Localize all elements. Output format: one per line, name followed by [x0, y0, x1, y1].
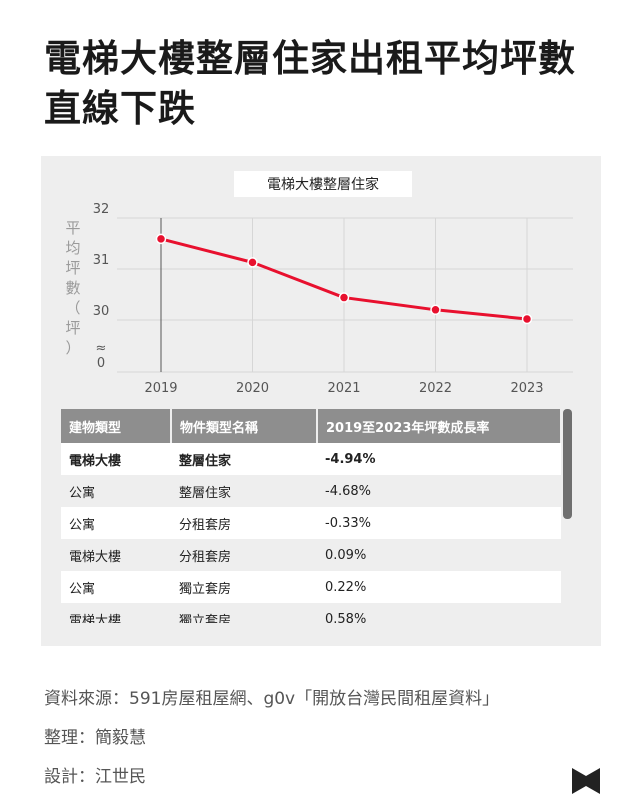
table-header-cell: 建物類型 — [61, 409, 172, 443]
table-cell: 整層住家 — [171, 475, 317, 507]
editor-credit: 整理：簡毅慧 — [44, 728, 146, 748]
chart-card: 電梯大樓整層住家 平均坪數（坪） ≈ 32 31 30 0 2019 2020 2021 20… — [41, 156, 601, 646]
table-cell: 電梯大樓 — [61, 443, 171, 475]
table-cell: 公寓 — [61, 507, 171, 539]
table-cell: 分租套房 — [171, 507, 317, 539]
table-cell: 獨立套房 — [171, 571, 317, 603]
table-header-row: 建物類型 物件類型名稱 2019至2023年坪數成長率 — [61, 409, 561, 443]
y-tick-label: 32 — [93, 202, 110, 217]
table-cell: 電梯大樓 — [61, 539, 171, 571]
x-tick-label: 2020 — [236, 381, 269, 396]
table-cell: 公寓 — [61, 475, 171, 507]
table-cell: 電梯大樓 — [61, 603, 171, 623]
axis-break-symbol: ≈ — [96, 341, 107, 356]
y-tick-label: 0 — [97, 356, 105, 371]
table-header-cell: 2019至2023年坪數成長率 — [317, 409, 561, 443]
credits: 資料來源：591房屋租屋網、g0v「開放台灣民間租屋資料」 整理：簡毅慧 設計：… — [44, 682, 499, 799]
table-cell: 0.09% — [317, 539, 561, 571]
table-row: 公寓 獨立套房 0.22% — [61, 571, 561, 603]
data-point — [521, 313, 533, 325]
table-row: 公寓 分租套房 -0.33% — [61, 507, 561, 539]
headline: 電梯大樓整層住家出租平均坪數直線下跌 — [44, 37, 576, 130]
table-cell: -0.33% — [317, 507, 561, 539]
x-tick-label: 2019 — [144, 381, 177, 396]
table-row: 電梯大樓 整層住家 -4.94% — [61, 443, 561, 475]
table-scrollbar-thumb[interactable] — [563, 409, 572, 519]
data-point — [430, 304, 441, 316]
table-cell: 0.58% — [317, 603, 561, 623]
y-tick-label: 31 — [93, 253, 110, 268]
x-tick-label: 2021 — [327, 381, 360, 396]
chart-title: 電梯大樓整層住家 — [267, 176, 379, 193]
table-row: 電梯大樓 獨立套房 0.58% — [61, 603, 561, 623]
data-point — [155, 233, 167, 245]
table-row: 電梯大樓 分租套房 0.09% — [61, 539, 561, 571]
y-tick-label: 30 — [93, 304, 110, 319]
table-cell: 整層住家 — [171, 443, 317, 475]
design-credit: 設計：江世民 — [44, 767, 146, 787]
y-axis-label: 平均坪數（坪） — [65, 219, 80, 357]
x-tick-label: 2022 — [419, 381, 452, 396]
line-chart: 電梯大樓整層住家 平均坪數（坪） ≈ 32 31 30 0 2019 2020 2021 20… — [65, 171, 573, 396]
publisher-logo-icon — [572, 768, 600, 794]
data-point — [247, 257, 258, 268]
growth-table-container[interactable]: 建物類型 物件類型名稱 2019至2023年坪數成長率 電梯大樓 整層住家 -4.94%… — [61, 409, 561, 623]
x-tick-label: 2023 — [510, 381, 543, 396]
source-credit: 資料來源：591房屋租屋網、g0v「開放台灣民間租屋資料」 — [44, 689, 500, 709]
table-cell: 分租套房 — [171, 539, 317, 571]
table-cell: 獨立套房 — [171, 603, 317, 623]
table-row: 公寓 整層住家 -4.68% — [61, 475, 561, 507]
table-header-cell: 物件類型名稱 — [171, 409, 318, 443]
table-cell: -4.94% — [317, 443, 561, 475]
data-point — [338, 292, 350, 303]
chart-title-box — [234, 171, 412, 197]
growth-table: 建物類型 物件類型名稱 2019至2023年坪數成長率 電梯大樓 整層住家 -4.94%… — [61, 409, 561, 623]
table-cell: -4.68% — [317, 475, 561, 507]
table-cell: 公寓 — [61, 571, 171, 603]
table-cell: 0.22% — [317, 571, 561, 603]
